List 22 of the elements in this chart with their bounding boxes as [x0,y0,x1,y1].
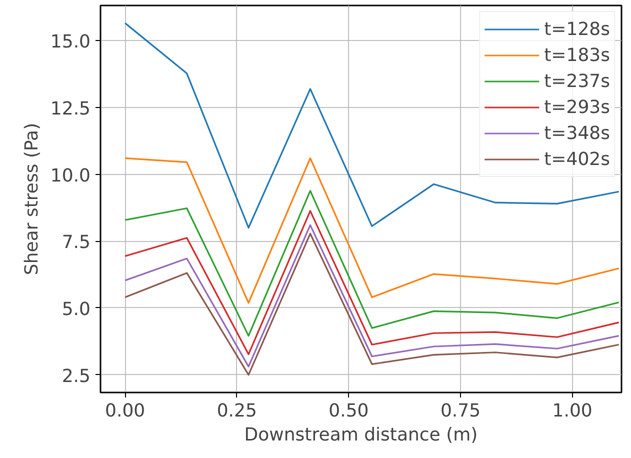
y-tick-label: 10.0 [50,165,90,186]
x-tick-label: 0.25 [216,400,257,422]
x-tick-label: 0.75 [440,400,481,422]
legend-label: t=237s [544,70,610,94]
legend-label: t=402s [544,148,610,172]
legend-label: t=183s [544,44,610,68]
y-tick-label: 15.0 [50,32,90,53]
legend-label: t=293s [544,96,610,120]
line-series [124,210,620,356]
line-series [124,22,620,229]
y-axis-title: Shear stress (Pa) [21,122,42,276]
x-tick-label: 0.50 [328,400,369,422]
line-series [124,190,620,337]
y-tick-label: 12.5 [50,98,90,120]
y-tick-label: 7.5 [62,232,91,254]
legend-label: t=128s [544,18,610,42]
x-axis-title: Downstream distance (m) [244,424,478,446]
y-tick-label: 2.5 [62,366,91,387]
y-tick-label: 5.0 [62,298,91,320]
x-tick-label: 1.00 [552,400,592,422]
x-tick-label: 0.00 [105,400,146,422]
legend-label: t=348s [544,122,610,146]
